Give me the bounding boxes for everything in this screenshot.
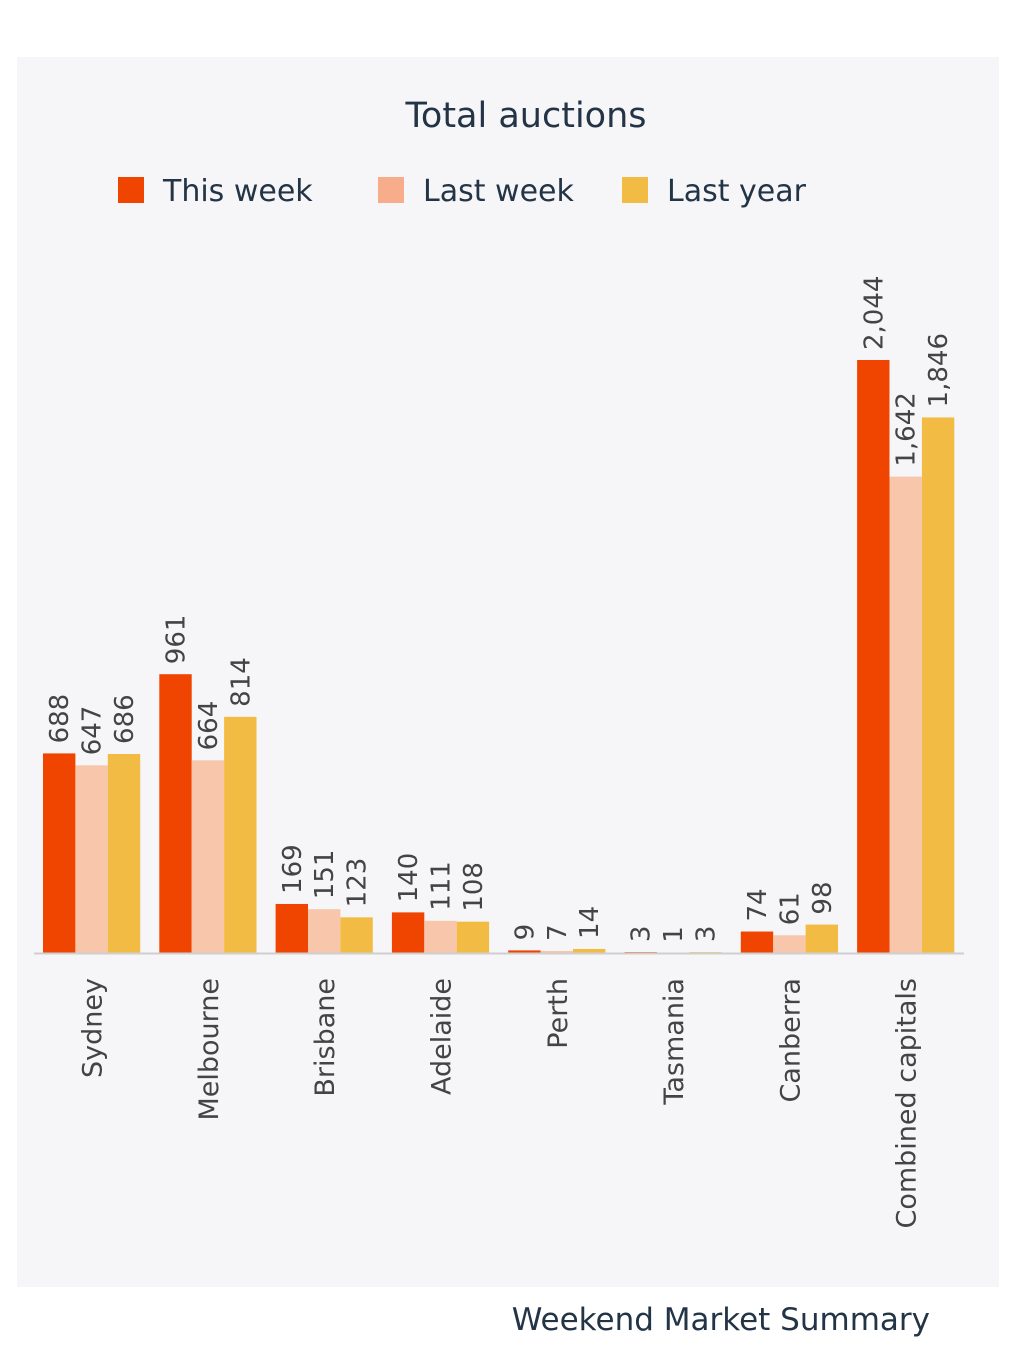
chart-panel [17, 57, 999, 1287]
bar-brisbane-this-week [275, 903, 308, 953]
value-label-combined-capitals-last-year: 1,846 [924, 333, 954, 407]
legend: This week Last week Last year [118, 174, 807, 209]
value-label-tasmania-last-week: 1 [659, 926, 689, 943]
legend-label-this-week: This week [162, 174, 313, 209]
bar-brisbane-last-year [340, 917, 373, 953]
category-labels-group: Sydney Melbourne Brisbane Adelaide Perth Tasm… [78, 978, 923, 1229]
bar-combined-capitals-last-week [889, 476, 922, 953]
category-label-melbourne: Melbourne [194, 978, 225, 1121]
value-label-adelaide-this-week: 140 [394, 853, 424, 903]
category-label-sydney: Sydney [78, 978, 109, 1078]
bar-sydney-last-year [107, 753, 141, 953]
value-label-tasmania-last-year: 3 [692, 926, 722, 943]
value-label-combined-capitals-this-week: 2,044 [859, 276, 889, 350]
value-label-tasmania-this-week: 3 [627, 926, 657, 943]
bar-melbourne-last-week [191, 760, 225, 953]
bar-canberra-last-year [805, 924, 838, 953]
bar-melbourne-last-year [224, 716, 257, 953]
bar-canberra-last-week [773, 935, 806, 953]
value-label-sydney-last-week: 647 [78, 706, 108, 756]
value-label-perth-this-week: 9 [510, 924, 540, 941]
category-label-tasmania: Tasmania [659, 978, 690, 1106]
value-label-canberra-this-week: 74 [743, 888, 773, 921]
value-label-perth-last-week: 7 [543, 924, 573, 941]
value-label-canberra-last-year: 98 [808, 881, 838, 914]
bar-melbourne-this-week [159, 674, 192, 953]
bar-adelaide-last-year [456, 921, 490, 953]
value-label-melbourne-last-week: 664 [194, 701, 224, 751]
bar-perth-last-week [540, 950, 573, 953]
legend-swatch-last-week [378, 177, 404, 203]
category-label-adelaide: Adelaide [427, 978, 458, 1095]
value-label-adelaide-last-week: 111 [427, 861, 457, 911]
value-label-adelaide-last-year: 108 [459, 862, 489, 912]
value-label-melbourne-this-week: 961 [162, 615, 192, 665]
bar-sydney-this-week [43, 753, 76, 953]
bar-sydney-last-week [75, 765, 108, 953]
legend-label-last-week: Last week [423, 174, 574, 209]
value-label-brisbane-this-week: 169 [278, 844, 308, 894]
bar-perth-this-week [508, 950, 541, 953]
value-label-brisbane-last-week: 151 [310, 850, 340, 900]
bar-adelaide-this-week [391, 912, 425, 953]
category-label-brisbane: Brisbane [310, 978, 341, 1097]
legend-label-last-year: Last year [667, 174, 807, 209]
bar-brisbane-last-week [308, 909, 341, 953]
value-label-combined-capitals-last-week: 1,642 [892, 392, 922, 466]
value-label-perth-last-year: 14 [575, 906, 605, 939]
legend-swatch-last-year [622, 177, 648, 203]
value-label-sydney-last-year: 686 [110, 694, 140, 744]
value-label-canberra-last-week: 61 [775, 892, 805, 925]
category-label-canberra: Canberra [775, 978, 806, 1103]
category-label-perth: Perth [543, 978, 574, 1049]
value-label-melbourne-last-year: 814 [226, 657, 256, 707]
bar-adelaide-last-week [424, 920, 457, 953]
chart-title: Total auctions [404, 96, 646, 136]
footer-source: Weekend Market Summary [511, 1302, 930, 1338]
bar-canberra-this-week [740, 931, 774, 953]
bar-combined-capitals-this-week [857, 360, 890, 953]
value-label-sydney-this-week: 688 [45, 694, 75, 744]
bar-combined-capitals-last-year [921, 417, 955, 953]
value-label-brisbane-last-year: 123 [343, 858, 373, 908]
bar-perth-last-year [573, 948, 606, 953]
bars-group [43, 360, 955, 953]
legend-swatch-this-week [118, 177, 144, 203]
category-label-combined-capitals: Combined capitals [892, 978, 923, 1229]
